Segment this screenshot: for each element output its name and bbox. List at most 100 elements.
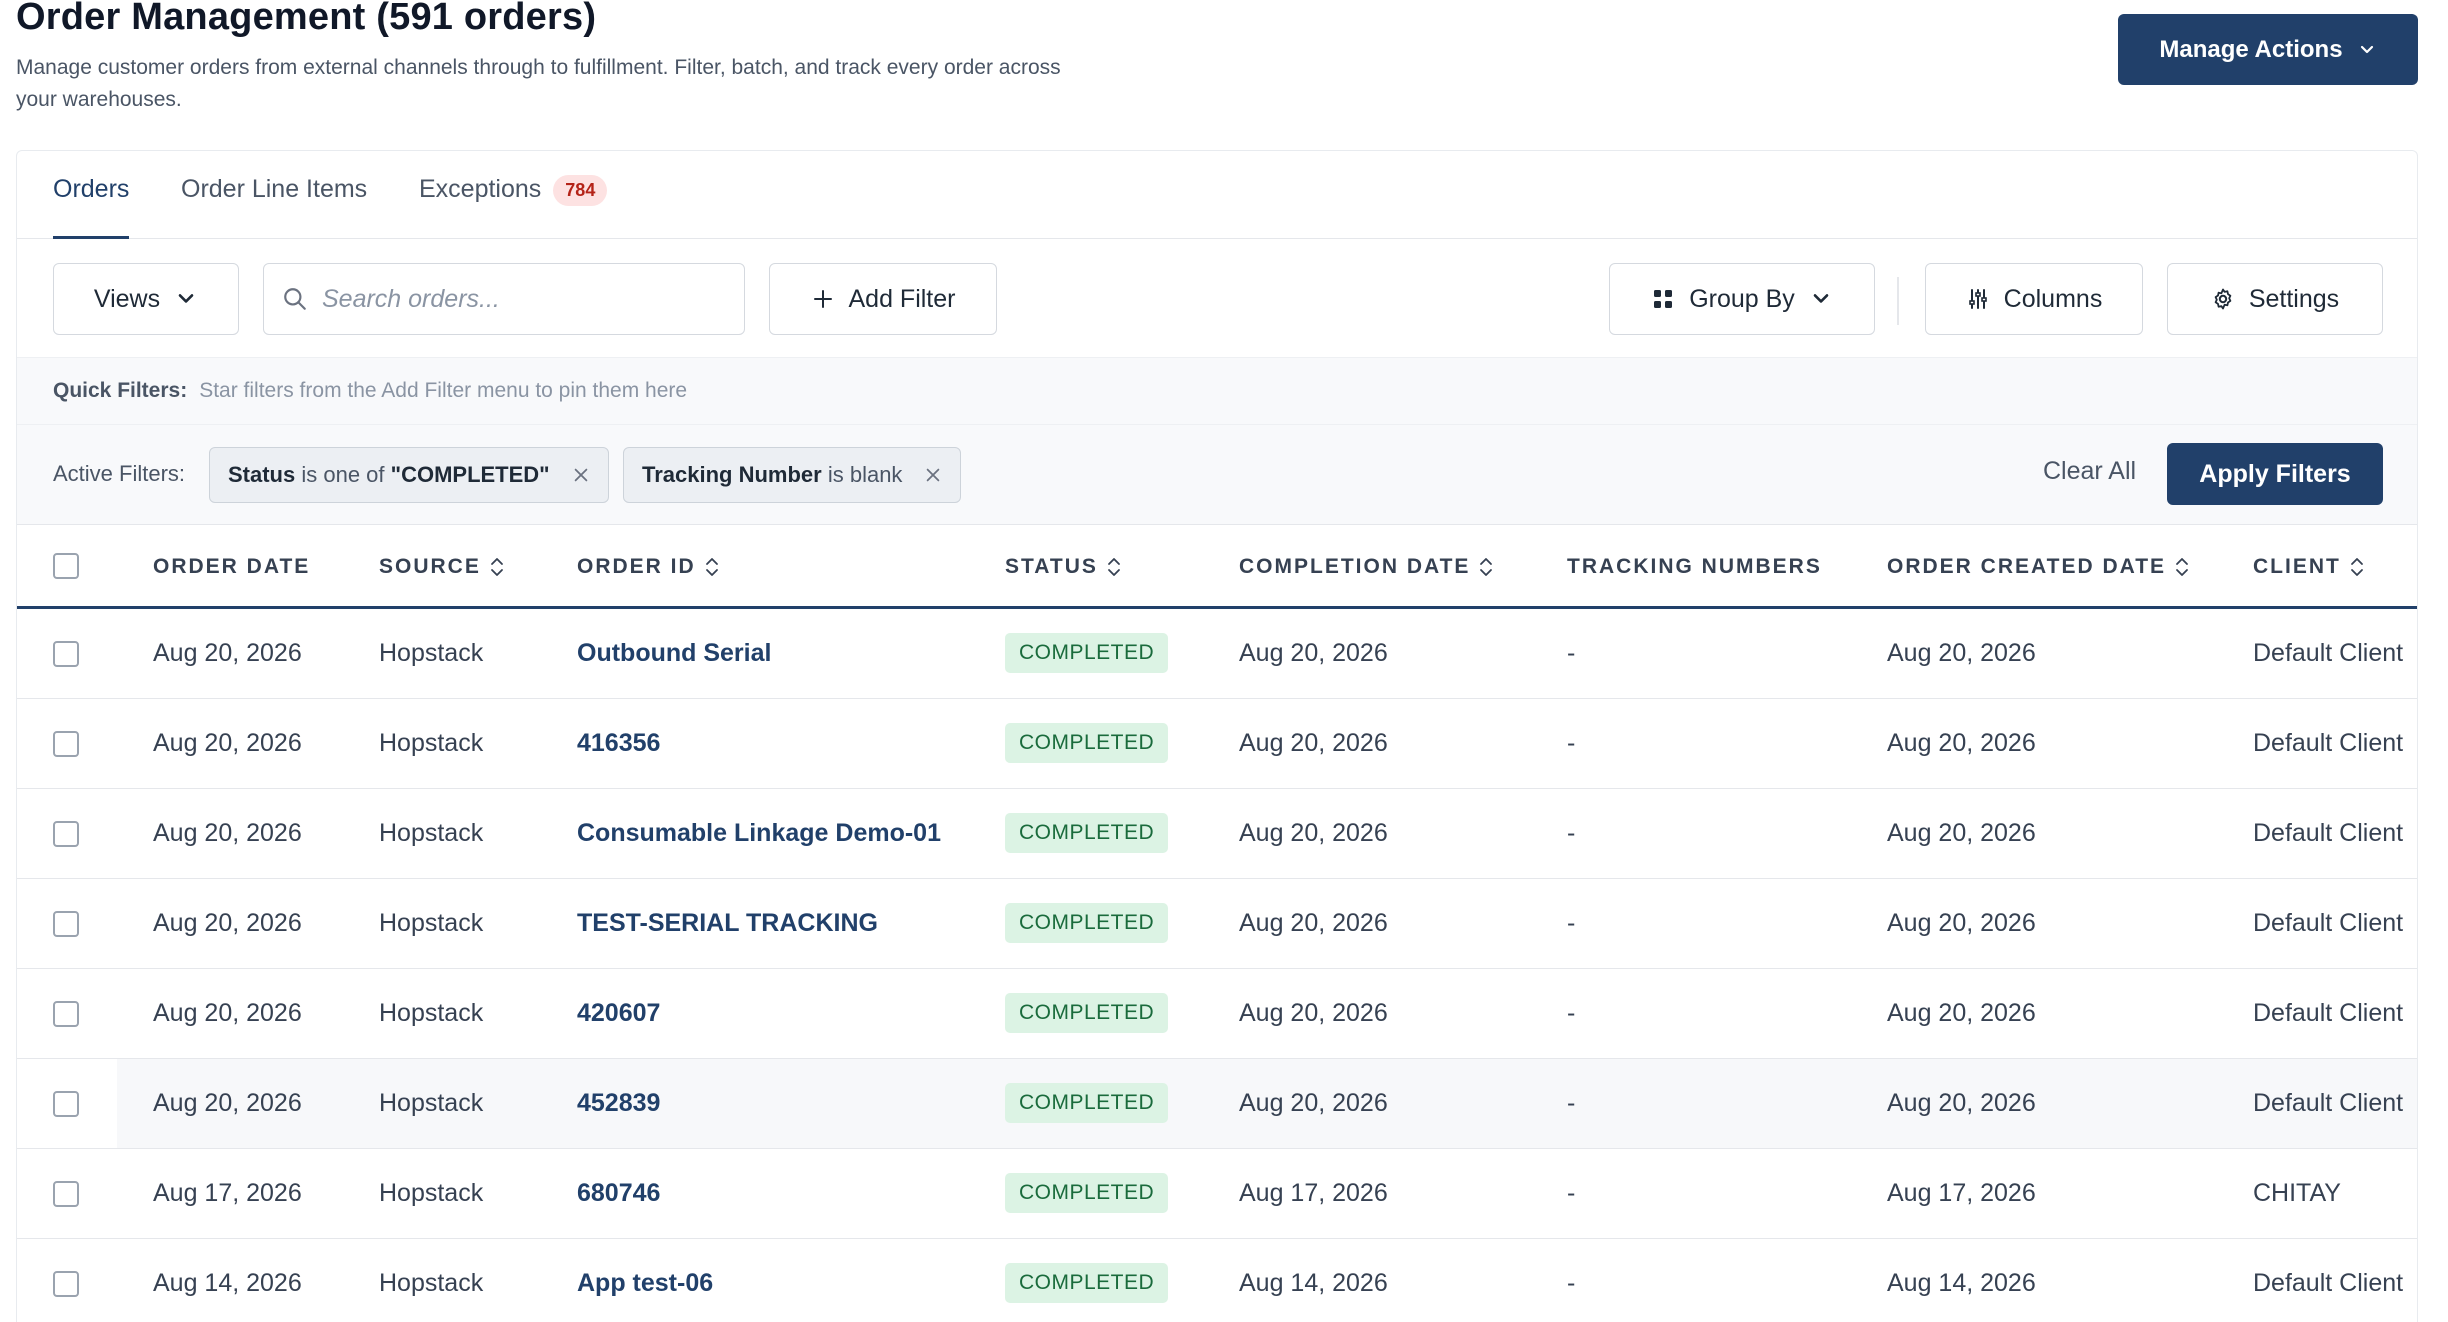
column-header-label: TRACKING NUMBERS — [1567, 555, 1822, 578]
order-date-cell: Aug 20, 2026 — [153, 1089, 302, 1117]
column-header-label: STATUS — [1005, 555, 1098, 578]
sort-icon — [1480, 558, 1493, 576]
column-header-label: COMPLETION DATE — [1239, 555, 1471, 578]
order-id-link[interactable]: 680746 — [577, 1179, 661, 1207]
order-id-link[interactable]: 452839 — [577, 1089, 661, 1117]
column-header-status[interactable]: STATUS — [1005, 555, 1122, 579]
columns-label: Columns — [2003, 284, 2103, 313]
order-id-link[interactable]: TEST-SERIAL TRACKING — [577, 909, 878, 937]
order-id-link[interactable]: 416356 — [577, 729, 661, 757]
tab-order-line-items[interactable]: Order Line Items — [181, 175, 367, 239]
completion-date-cell: Aug 20, 2026 — [1239, 999, 1388, 1027]
order-created-date-cell: Aug 20, 2026 — [1887, 909, 2036, 937]
table-row[interactable]: Aug 20, 2026 Hopstack Outbound Serial CO… — [17, 609, 2417, 699]
completion-date-cell: Aug 20, 2026 — [1239, 1089, 1388, 1117]
quick-filters-label: Quick Filters: — [53, 379, 188, 402]
table-row[interactable]: Aug 20, 2026 Hopstack Consumable Linkage… — [17, 789, 2417, 879]
order-created-date-cell: Aug 20, 2026 — [1887, 819, 2036, 847]
table-row[interactable]: Aug 20, 2026 Hopstack TEST-SERIAL TRACKI… — [17, 879, 2417, 969]
table-row[interactable]: Aug 17, 2026 Hopstack 680746 COMPLETED A… — [17, 1149, 2417, 1239]
chevron-down-icon — [1813, 294, 1829, 303]
completion-date-cell: Aug 20, 2026 — [1239, 729, 1388, 757]
order-created-date-cell: Aug 14, 2026 — [1887, 1269, 2036, 1297]
tab-exceptions[interactable]: Exceptions 784 — [419, 175, 608, 239]
toolbar-divider — [1897, 277, 1899, 325]
client-cell: Default Client — [2253, 639, 2404, 667]
table-body: Aug 20, 2026 Hopstack Outbound Serial CO… — [17, 609, 2417, 1322]
clear-all-button[interactable]: Clear All — [2043, 457, 2137, 485]
filter-chip-tracking-number[interactable]: Tracking Number is blank — [623, 447, 962, 503]
order-created-date-cell: Aug 20, 2026 — [1887, 729, 2036, 757]
tracking-numbers-cell: - — [1567, 1089, 1576, 1117]
chip-field: Tracking Number — [642, 462, 822, 487]
row-checkbox[interactable] — [53, 641, 79, 667]
tracking-numbers-cell: - — [1567, 909, 1576, 937]
settings-button[interactable]: Settings — [2167, 263, 2383, 335]
tab-bar: Orders Order Line Items Exceptions 784 — [17, 151, 2417, 239]
client-cell: Default Client — [2253, 999, 2404, 1027]
column-header-order-created-date[interactable]: ORDER CREATED DATE — [1887, 555, 2190, 579]
manage-actions-button[interactable]: Manage Actions — [2118, 14, 2418, 85]
column-header-label: SOURCE — [379, 555, 481, 578]
filter-chip-status[interactable]: Status is one of "COMPLETED" — [209, 447, 609, 503]
orders-card: Orders Order Line Items Exceptions 784 V… — [16, 150, 2418, 1322]
completion-date-cell: Aug 20, 2026 — [1239, 639, 1388, 667]
tracking-numbers-cell: - — [1567, 999, 1576, 1027]
sort-icon — [2176, 558, 2188, 576]
tab-label: Order Line Items — [181, 175, 368, 203]
order-id-link[interactable]: Consumable Linkage Demo-01 — [577, 819, 941, 847]
toolbar: Views Add Filter Group By Columns Settin… — [17, 239, 2417, 357]
status-badge: COMPLETED — [1005, 723, 1169, 763]
plus-icon — [813, 290, 832, 308]
column-header-label: ORDER ID — [577, 555, 696, 578]
views-button[interactable]: Views — [53, 263, 239, 335]
quick-filters-hint: Star filters from the Add Filter menu to… — [199, 379, 688, 402]
source-cell: Hopstack — [379, 639, 484, 667]
close-icon[interactable] — [924, 466, 942, 484]
manage-actions-label: Manage Actions — [2159, 35, 2343, 63]
column-header-order-date[interactable]: ORDER DATE — [153, 555, 310, 579]
columns-button[interactable]: Columns — [1925, 263, 2143, 335]
views-label: Views — [93, 284, 161, 313]
order-id-link[interactable]: App test-06 — [577, 1269, 714, 1297]
tab-orders[interactable]: Orders — [53, 175, 130, 239]
row-checkbox[interactable] — [53, 1181, 79, 1207]
table-row[interactable]: Aug 20, 2026 Hopstack 420607 COMPLETED A… — [17, 969, 2417, 1059]
tab-label: Exceptions — [419, 175, 542, 203]
source-cell: Hopstack — [379, 1179, 484, 1207]
row-checkbox[interactable] — [53, 1001, 79, 1027]
add-filter-button[interactable]: Add Filter — [769, 263, 997, 335]
close-icon[interactable] — [572, 466, 590, 484]
row-checkbox[interactable] — [53, 1271, 79, 1297]
active-filters-bar: Active Filters: Status is one of "COMPLE… — [17, 425, 2417, 525]
status-badge: COMPLETED — [1005, 633, 1169, 673]
source-cell: Hopstack — [379, 909, 484, 937]
search-input[interactable] — [322, 284, 722, 314]
sort-icon — [490, 558, 503, 576]
sort-icon — [705, 558, 718, 576]
column-header-completion-date[interactable]: COMPLETION DATE — [1239, 555, 1494, 579]
group-by-button[interactable]: Group By — [1609, 263, 1875, 335]
tracking-numbers-cell: - — [1567, 1179, 1576, 1207]
order-id-link[interactable]: Outbound Serial — [577, 639, 772, 667]
row-checkbox[interactable] — [53, 731, 79, 757]
apply-filters-button[interactable]: Apply Filters — [2167, 443, 2383, 505]
row-checkbox[interactable] — [53, 1091, 79, 1117]
column-header-source[interactable]: SOURCE — [379, 555, 505, 579]
sort-icon — [1107, 558, 1120, 576]
column-header-client[interactable]: CLIENT — [2253, 555, 2365, 579]
row-checkbox[interactable] — [53, 821, 79, 847]
column-header-order-id[interactable]: ORDER ID — [577, 555, 720, 579]
column-header-tracking-numbers[interactable]: TRACKING NUMBERS — [1567, 555, 1822, 579]
select-all-checkbox[interactable] — [53, 553, 79, 579]
table-row[interactable]: Aug 20, 2026 Hopstack 416356 COMPLETED A… — [17, 699, 2417, 789]
table-row[interactable]: Aug 14, 2026 Hopstack App test-06 COMPLE… — [17, 1239, 2417, 1322]
completion-date-cell: Aug 20, 2026 — [1239, 819, 1388, 847]
order-date-cell: Aug 20, 2026 — [153, 999, 302, 1027]
order-date-cell: Aug 17, 2026 — [153, 1179, 302, 1207]
order-id-link[interactable]: 420607 — [577, 999, 661, 1027]
table-row[interactable]: Aug 20, 2026 Hopstack 452839 COMPLETED A… — [17, 1059, 2417, 1149]
source-cell: Hopstack — [379, 1089, 484, 1117]
completion-date-cell: Aug 17, 2026 — [1239, 1179, 1388, 1207]
row-checkbox[interactable] — [53, 911, 79, 937]
